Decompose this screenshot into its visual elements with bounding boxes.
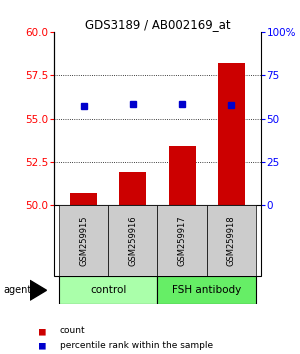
Text: GSM259916: GSM259916: [128, 215, 137, 266]
Text: ■: ■: [39, 340, 46, 350]
Polygon shape: [30, 280, 46, 300]
Text: count: count: [60, 326, 85, 336]
Bar: [70, 193, 97, 205]
Text: ■: ■: [39, 326, 46, 336]
Bar: [119, 172, 146, 205]
Bar: [218, 63, 245, 205]
Bar: [59, 205, 108, 276]
Text: control: control: [90, 285, 126, 295]
Text: agent: agent: [3, 285, 31, 295]
Title: GDS3189 / AB002169_at: GDS3189 / AB002169_at: [85, 18, 230, 31]
Text: GSM259917: GSM259917: [178, 215, 187, 266]
Bar: [108, 205, 158, 276]
Bar: [207, 205, 256, 276]
Bar: [158, 205, 207, 276]
Text: FSH antibody: FSH antibody: [172, 285, 242, 295]
Text: percentile rank within the sample: percentile rank within the sample: [60, 341, 213, 350]
Bar: [158, 276, 256, 304]
Text: GSM259918: GSM259918: [227, 215, 236, 266]
Text: GSM259915: GSM259915: [79, 216, 88, 266]
Bar: [59, 276, 158, 304]
Bar: [169, 146, 196, 205]
